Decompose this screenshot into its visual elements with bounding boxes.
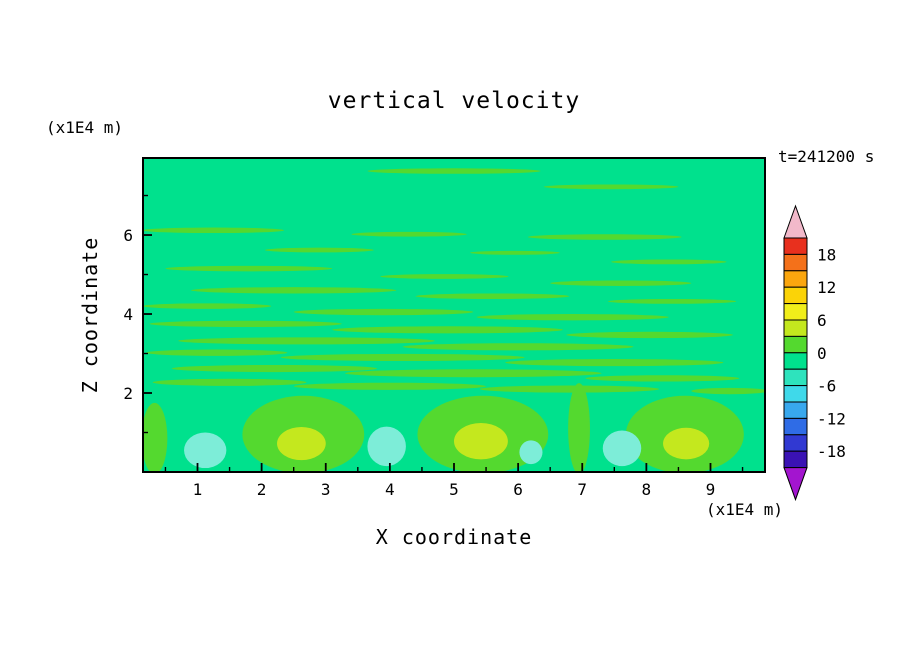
colorbar-box [783,401,808,419]
colorbar-tick-label: 18 [817,245,836,264]
colorbar-box [783,335,808,354]
velocity-streak [476,314,669,321]
velocity-streak [479,385,660,393]
velocity-streak [351,231,467,237]
colorbar-box [783,450,808,469]
colorbar-box [783,319,808,337]
y-axis-unit-label: (x1E4 m) [46,118,123,137]
velocity-streak [607,299,737,304]
x-tick-label: 3 [321,480,331,499]
x-tick-label: 8 [642,480,652,499]
velocity-streak [264,247,374,253]
velocity-streak [178,337,435,345]
colorbar-box [783,417,808,436]
downdraft-patch [519,440,543,465]
velocity-streak [344,369,602,378]
colorbar-box [783,303,808,321]
colorbar-tick-label: 12 [817,278,836,297]
time-stamp-label: t=241200 s [778,147,874,166]
velocity-streak [143,227,285,234]
colorbar-tick-label: 0 [817,344,827,363]
velocity-streak [691,387,765,395]
velocity-streak [332,326,564,334]
axis-layer: 1 2 3 4 5 6 7 8 9 2 4 6 [123,157,766,499]
colorbar-box [783,286,808,305]
velocity-streak [149,320,342,328]
x-tick-label: 6 [513,480,523,499]
updraft-core [277,426,326,461]
x-axis-unit-label: (x1E4 m) [706,500,783,519]
velocity-streak [146,349,288,356]
velocity-streak [470,250,560,255]
plot-frame [142,157,766,473]
y-axis-title: Z coordinate [78,237,102,394]
x-tick-label: 7 [577,480,587,499]
y-tick-label: 6 [123,226,133,245]
downdraft-patch [367,426,406,467]
velocity-streak [165,265,333,272]
x-tick-label: 4 [385,480,395,499]
velocity-streak [143,303,272,309]
updraft-core [663,427,710,460]
colorbar-tick-label: -6 [817,377,836,396]
x-tick-label: 5 [449,480,459,499]
colorbar-tick-label: -12 [817,409,846,428]
downdraft-patch [184,432,227,469]
x-tick-label: 1 [193,480,203,499]
velocity-streak [171,364,378,373]
updraft-core [454,423,508,460]
colorbar-arrow-top [783,204,808,239]
colorbar-tick-label: -18 [817,442,846,461]
chart-title: vertical velocity [328,88,580,114]
x-axis-title: X coordinate [376,525,533,549]
velocity-streak [280,353,525,362]
y-tick-label: 4 [123,305,133,324]
contour-field-layer [143,158,765,472]
downdraft-patch [602,430,642,467]
y-tick-label: 2 [123,384,133,403]
updraft-plume [568,383,590,472]
x-tick-label: 9 [706,480,716,499]
velocity-streak [527,234,682,240]
colorbar-box [783,368,808,387]
velocity-streak [585,375,740,382]
velocity-streak [415,293,570,300]
velocity-streak [505,359,724,367]
velocity-streak [566,331,733,339]
colorbar-box [783,270,808,288]
colorbar-box [783,352,808,370]
velocity-streak [293,382,487,390]
colorbar-box [783,385,808,403]
velocity-streak [293,308,474,316]
colorbar-arrow-bottom [783,467,808,502]
velocity-streak [402,343,634,351]
velocity-streak [191,287,397,294]
colorbar: 18 12 6 0 -6 -12 -18 [783,204,846,502]
velocity-streak [152,378,307,386]
colorbar-box [783,434,808,452]
colorbar-tick-label: 6 [817,311,827,330]
velocity-streak [543,184,679,190]
updraft-plume [143,402,168,472]
velocity-streak [550,280,692,286]
velocity-streak [367,168,541,174]
colorbar-box [783,237,808,255]
velocity-streak [611,259,727,265]
x-tick-label: 2 [257,480,267,499]
colorbar-box [783,253,808,272]
velocity-streak [380,274,509,279]
